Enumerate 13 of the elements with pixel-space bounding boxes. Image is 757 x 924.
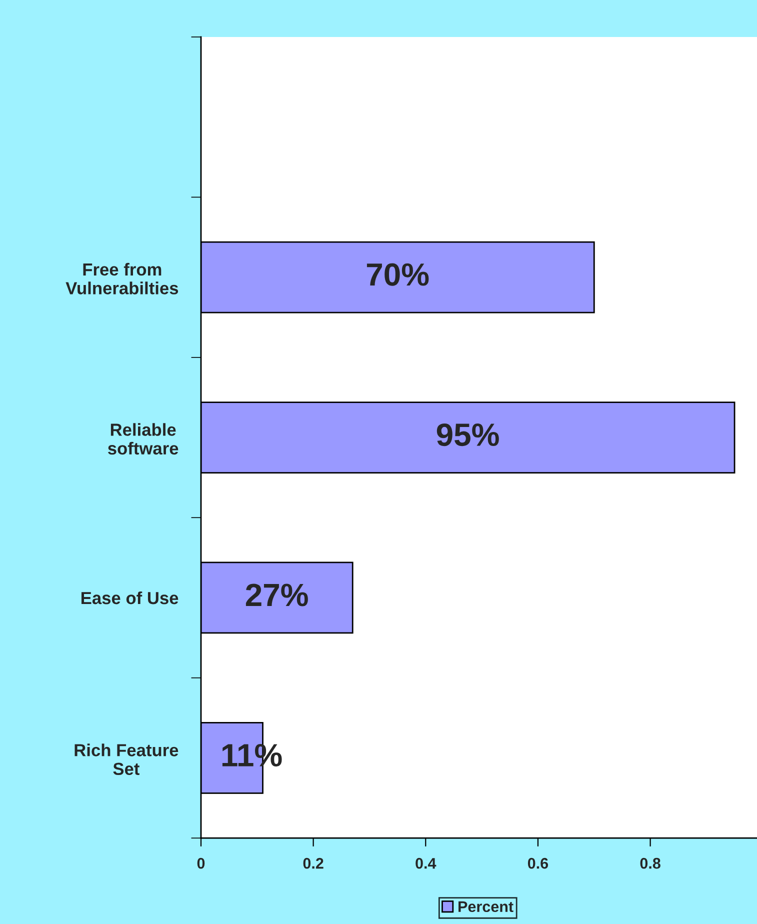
x-tick-label: 0 (197, 858, 205, 869)
data-label: 27% (246, 584, 308, 606)
y-tick-label: Free from Vulnerabilties (66, 262, 178, 294)
x-tick-label: 0.8 (640, 858, 660, 869)
data-label: 95% (436, 423, 499, 446)
x-tick-label: 0.4 (416, 858, 436, 869)
data-label: 70% (366, 263, 429, 286)
y-tick-label: Reliable software (108, 423, 178, 455)
y-tick-label: Rich Feature Set (74, 744, 178, 776)
x-tick-label: 0.2 (303, 858, 324, 869)
y-tick-label: Ease of Use (82, 591, 178, 604)
legend-label: Percent (458, 901, 514, 912)
x-tick-label: 0.6 (528, 858, 548, 869)
